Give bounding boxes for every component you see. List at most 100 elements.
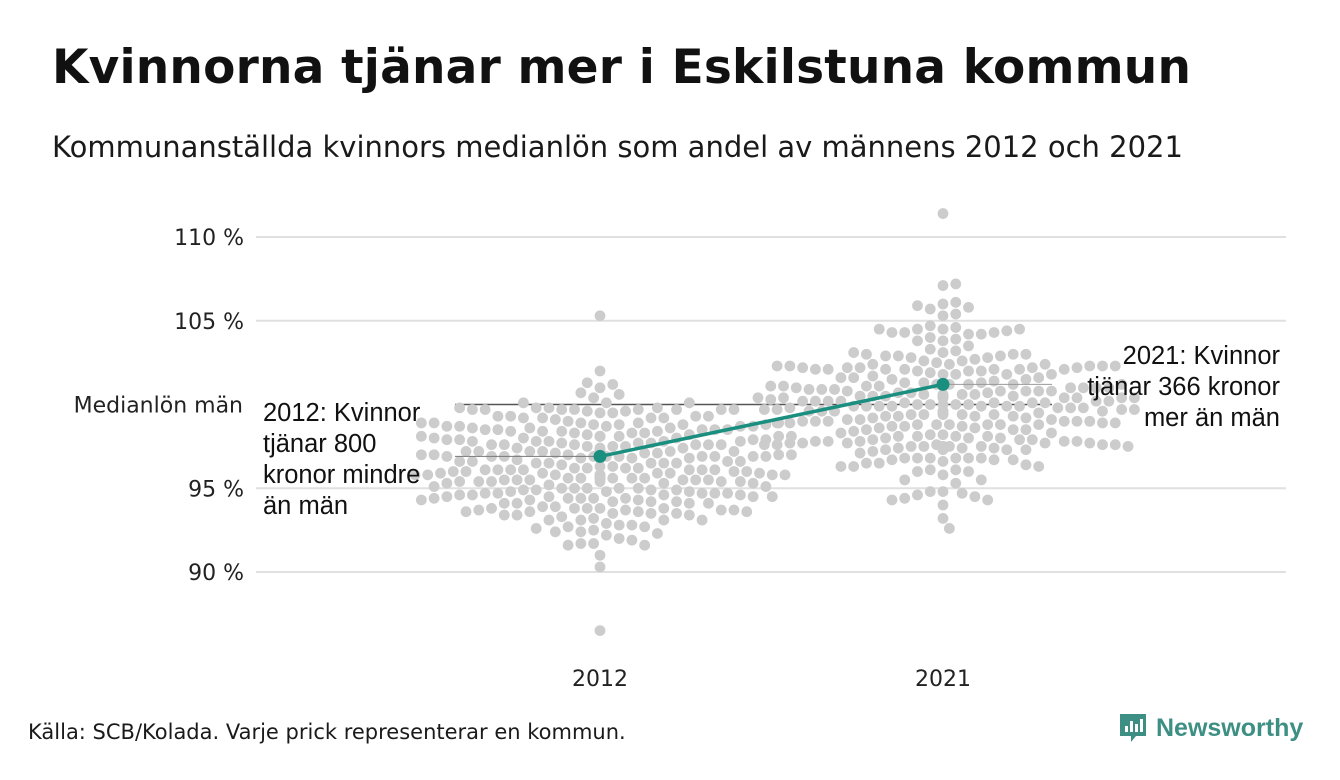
municipality-dot [950, 430, 962, 442]
municipality-dot [1046, 427, 1057, 439]
municipality-dot [924, 429, 936, 441]
municipality-dot [645, 484, 657, 496]
municipality-dot [956, 420, 968, 432]
municipality-dot [690, 474, 702, 486]
municipality-dot [575, 472, 587, 484]
municipality-dot [1058, 415, 1070, 427]
municipality-dot [1097, 405, 1108, 417]
municipality-dot [937, 486, 949, 497]
municipality-dot [709, 451, 721, 462]
municipality-dot [569, 462, 580, 474]
municipality-dot [1071, 392, 1083, 404]
municipality-dot [543, 402, 555, 414]
municipality-dot [715, 476, 727, 487]
municipality-dot [511, 509, 523, 521]
municipality-dot [1097, 439, 1108, 451]
municipality-dot [722, 487, 733, 499]
municipality-dot [518, 412, 529, 424]
municipality-dot [1026, 397, 1038, 409]
municipality-dot [1109, 417, 1121, 429]
municipality-dot [671, 457, 682, 469]
municipality-dot [861, 400, 872, 412]
municipality-dot [454, 456, 466, 467]
municipality-dot [982, 419, 994, 430]
municipality-dot [530, 457, 542, 469]
brand-logo: Newsworthy [1118, 712, 1303, 744]
annotation-line: tjänar 366 kronor [1087, 373, 1280, 401]
municipality-dot [912, 399, 923, 410]
municipality-dot [588, 419, 600, 430]
municipality-dot [950, 452, 962, 464]
municipality-dot [963, 340, 974, 352]
municipality-dot [1129, 392, 1140, 404]
municipality-dot [594, 382, 606, 394]
municipality-dot [1020, 385, 1032, 397]
municipality-dot [632, 404, 644, 415]
municipality-dot [892, 350, 904, 362]
municipality-dot [632, 494, 644, 506]
municipality-dot [734, 435, 746, 447]
municipality-dot [1077, 402, 1089, 414]
municipality-dot [498, 509, 510, 521]
municipality-dot [1033, 385, 1045, 397]
municipality-dot [943, 358, 955, 370]
municipality-dot [975, 474, 987, 486]
municipality-dot [822, 435, 834, 447]
municipality-dot [988, 363, 1000, 375]
municipality-dot [492, 487, 504, 499]
municipality-dot [594, 476, 606, 487]
municipality-dot [556, 511, 568, 523]
municipality-dot [975, 400, 987, 412]
municipality-dot [479, 424, 491, 436]
municipality-dot [918, 377, 930, 389]
municipality-dot [415, 449, 427, 461]
municipality-dot [530, 402, 542, 414]
municipality-dot [988, 442, 1000, 454]
municipality-dot [848, 425, 860, 437]
municipality-dot [988, 397, 1000, 409]
municipality-dot [963, 466, 974, 477]
municipality-dot [892, 410, 904, 422]
municipality-dot [778, 392, 789, 404]
municipality-dot [950, 399, 962, 410]
municipality-dot [505, 425, 517, 437]
municipality-dot [511, 474, 523, 486]
municipality-dot [937, 513, 949, 524]
municipality-dot [505, 486, 517, 497]
municipality-dot [1116, 379, 1128, 390]
annotation-2021: 2021: Kvinnor tjänar 366 kronor mer än män [1087, 342, 1280, 432]
municipality-dot [880, 350, 891, 362]
municipality-dot [709, 464, 721, 476]
municipality-dot [607, 440, 619, 452]
municipality-dot [1065, 382, 1076, 394]
municipality-dot [963, 399, 974, 410]
municipality-dot [473, 504, 485, 516]
municipality-dot [752, 392, 764, 404]
municipality-dot [912, 419, 923, 430]
municipality-dot [435, 467, 446, 479]
municipality-dot [822, 415, 834, 427]
municipality-dot [467, 435, 478, 447]
municipality-dot [658, 489, 670, 501]
y-tick-label: 95 % [188, 477, 244, 502]
brand-name: Newsworthy [1156, 713, 1304, 742]
municipality-dot [549, 447, 561, 459]
y-tick-label: 90 % [188, 561, 244, 586]
municipality-dot [683, 497, 695, 509]
municipality-dot [658, 514, 670, 526]
municipality-dot [943, 523, 955, 534]
municipality-dot [810, 435, 821, 447]
chart-title: Kvinnorna tjänar mer i Eskilstuna kommun [52, 40, 1192, 95]
municipality-dot [899, 377, 911, 389]
annotation-line: tjänar 800 [263, 430, 376, 458]
municipality-dots [409, 208, 1140, 637]
municipality-dot [784, 360, 796, 372]
municipality-dot [790, 382, 802, 394]
municipality-dot [549, 526, 561, 538]
municipality-dot [1026, 362, 1038, 374]
municipality-dot [556, 437, 568, 449]
municipality-dot [581, 429, 593, 441]
municipality-dot [415, 430, 427, 442]
municipality-dot [518, 397, 529, 409]
municipality-dot [671, 404, 682, 415]
